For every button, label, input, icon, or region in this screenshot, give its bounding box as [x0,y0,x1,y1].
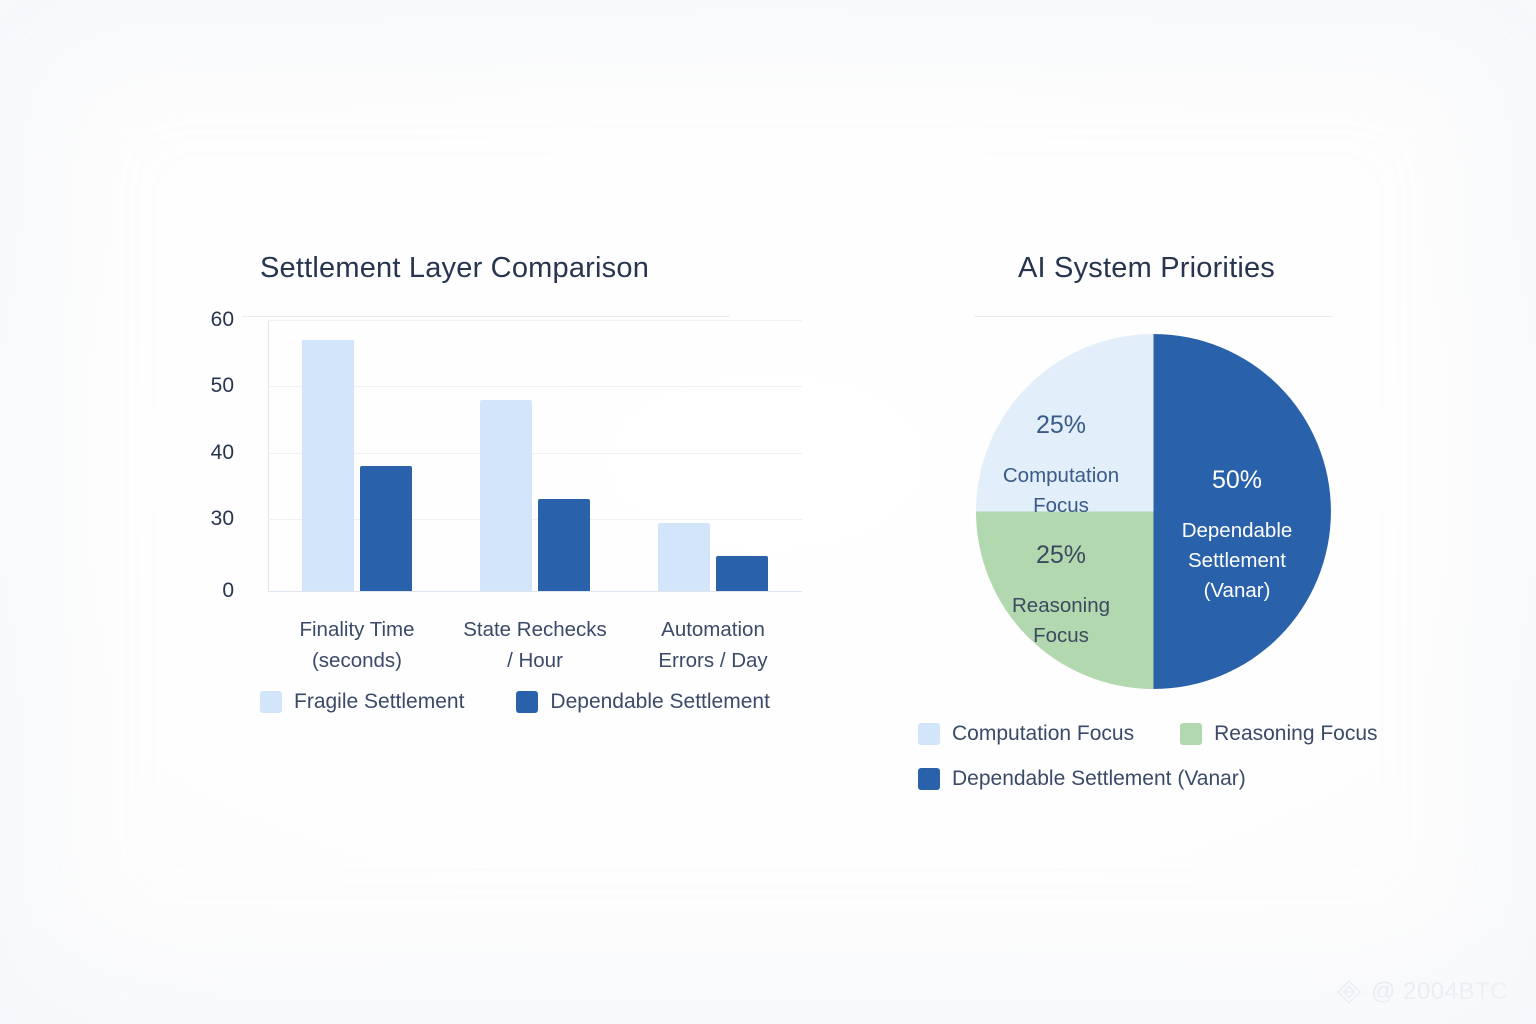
pie-legend-item[interactable]: Reasoning Focus [1180,722,1378,746]
pie-chart-title: AI System Priorities [1018,252,1275,284]
x-tick-label: Automation Errors / Day [658,618,768,672]
bar-fragile [658,522,710,591]
y-tick-label-0: 0 [222,579,234,602]
x-tick-label: Finality Time (seconds) [299,618,415,672]
pie-legend-label: Reasoning Focus [1214,722,1378,745]
bar-legend-label: Fragile Settlement [294,690,465,713]
x-tick-label: State Rechecks / Hour [463,618,607,672]
pie-chart-graphic-area: 25% Computation Focus 25% Reasoning Focu… [946,334,1356,689]
bar-legend-item[interactable]: Fragile Settlement [260,690,464,714]
pie-legend-item[interactable]: Dependable Settlement (Vanar) [918,767,1246,791]
legend-swatch-icon [1180,723,1203,745]
bar-fragile [480,399,532,591]
pie-legend-label: Dependable Settlement (Vanar) [952,767,1246,790]
pie-legend-row-2: Dependable Settlement (Vanar) [918,767,1398,791]
bar-legend-label: Dependable Settlement [550,690,770,713]
bar-series-container [268,320,802,591]
pie-chart-legend: Computation Focus Reasoning Focus Dependa… [918,722,1398,791]
y-tick-label-30: 30 [210,507,234,531]
pie-slice-dependable-settlement [1153,334,1331,689]
diamond-logo-icon [1336,979,1362,1005]
pie-slice-reasoning-focus [976,511,1154,689]
x-axis-line [268,591,802,592]
bar-chart-title: Settlement Layer Comparison [260,252,650,284]
y-tick-label-50: 50 [210,374,234,398]
pie-chart-title-divider [974,316,1332,317]
pie-slice-computation-focus [976,334,1154,512]
gridline-40 [268,452,802,454]
legend-swatch-icon [918,723,940,745]
bar-fragile [302,339,354,591]
bar-dependable [360,466,412,591]
bar-chart-legend: Fragile Settlement Dependable Settlement [260,690,770,714]
legend-swatch-icon [260,691,282,713]
gridline-30 [268,519,802,521]
y-tick-label-40: 40 [210,440,234,464]
pie-legend-item[interactable]: Computation Focus [918,722,1134,746]
pie-legend-row-1: Computation Focus Reasoning Focus [918,722,1398,746]
bar-dependable [716,556,768,591]
y-tick-label-60: 60 [210,308,234,331]
bar-chart-title-divider [242,316,730,317]
bar-chart-plot-area: 60 50 40 30 0 Finality Time (seconds) State R… [211,308,802,672]
gridline-50 [268,386,802,388]
bar-chart-panel: Settlement Layer Comparison 60 50 40 30 0 Fi… [196,252,802,752]
pie-legend-label: Computation Focus [952,722,1135,745]
bar-dependable [538,499,590,591]
pie-circle [976,334,1331,689]
y-axis-line [268,320,269,591]
bar-legend-item[interactable]: Dependable Settlement [516,690,770,714]
watermark: @ 2004BTC [1336,978,1508,1006]
gridline-60 [268,320,802,321]
legend-swatch-icon [918,768,940,790]
watermark-text: @ 2004BTC [1371,978,1508,1005]
legend-swatch-icon [516,691,539,713]
pie-chart-panel: AI System Priorities 25% Computation Foc… [908,252,1408,822]
